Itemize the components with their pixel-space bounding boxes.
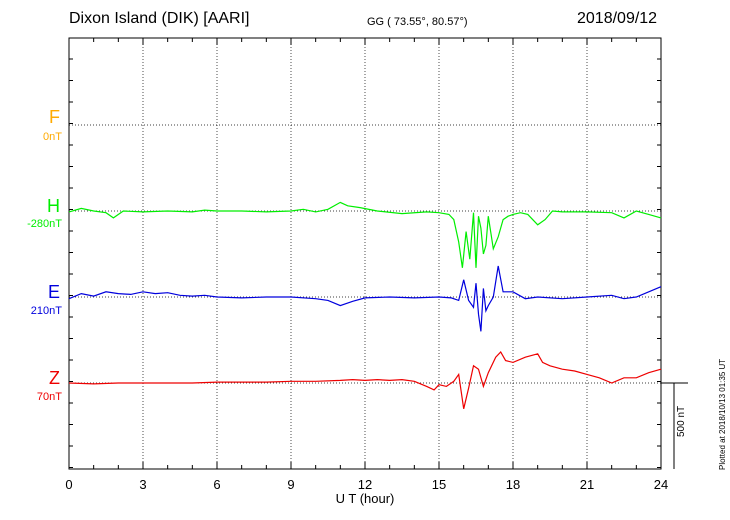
geographic-coords: GG ( 73.55°, 80.57°) bbox=[367, 16, 468, 28]
component-label-f: F bbox=[49, 107, 60, 127]
x-tick-label: 6 bbox=[213, 477, 221, 492]
x-tick-label: 0 bbox=[65, 477, 73, 492]
x-tick-label: 24 bbox=[653, 477, 669, 492]
x-tick-label: 9 bbox=[287, 477, 295, 492]
x-tick-label: 15 bbox=[431, 477, 447, 492]
component-label-e: E bbox=[47, 282, 60, 302]
plotted-timestamp: Plotted at 2018/10/13 01:35 UT bbox=[718, 358, 727, 470]
date-label: 2018/09/12 bbox=[577, 10, 658, 27]
series-line-h bbox=[68, 201, 662, 268]
station-title: Dixon Island (DIK) [AARI] bbox=[69, 10, 250, 27]
scale-bar-label: 500 nT bbox=[676, 405, 687, 437]
baseline-label-f: 0nT bbox=[43, 131, 62, 143]
baseline-label-h: -280nT bbox=[27, 218, 62, 230]
x-tick-label: 21 bbox=[579, 477, 595, 492]
x-axis-label: U T (hour) bbox=[335, 491, 395, 506]
x-tick-label: 18 bbox=[505, 477, 521, 492]
component-label-z: Z bbox=[49, 368, 60, 388]
x-tick-label: 12 bbox=[357, 477, 373, 492]
series-line-e bbox=[68, 265, 662, 332]
series-line-z bbox=[68, 351, 662, 409]
component-label-h: H bbox=[47, 196, 60, 216]
baseline-label-e: 210nT bbox=[30, 305, 62, 317]
baseline-label-z: 70nT bbox=[36, 391, 62, 403]
x-tick-label: 3 bbox=[139, 477, 147, 492]
